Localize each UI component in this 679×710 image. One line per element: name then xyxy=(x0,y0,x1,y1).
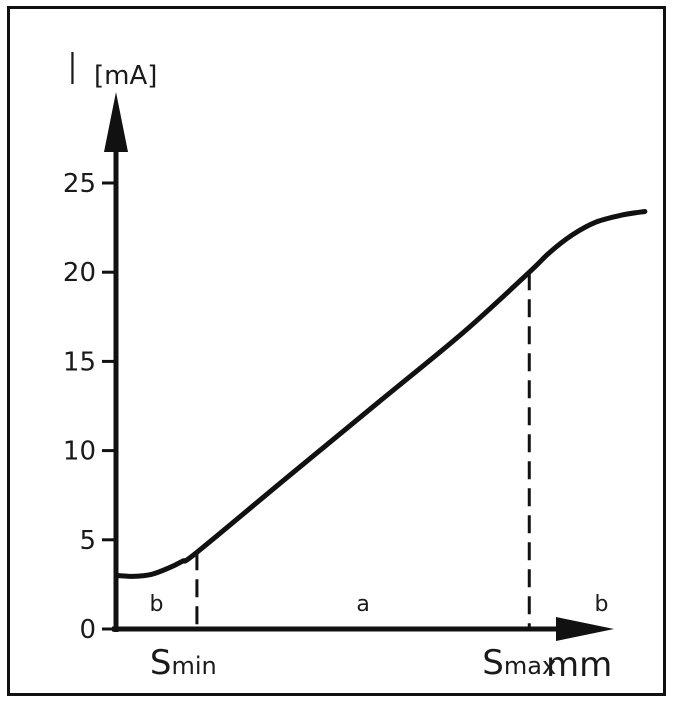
x-axis-title: mm xyxy=(546,645,612,685)
region-label: a xyxy=(356,592,369,617)
series-line xyxy=(113,209,648,579)
y-tick-label: 15 xyxy=(63,347,96,377)
y-axis-arrow xyxy=(104,92,128,152)
y-axis-unit: [mA] xyxy=(94,61,157,91)
x-axis-arrow xyxy=(556,617,614,641)
y-axis-title: I xyxy=(66,44,79,95)
region-label: b xyxy=(595,592,609,617)
y-tick-label: 0 xyxy=(79,615,96,645)
y-tick-label: 25 xyxy=(63,169,96,199)
region-label: b xyxy=(149,592,163,617)
y-tick-label: 20 xyxy=(63,258,96,288)
marker-label: Smax xyxy=(482,643,556,683)
y-tick-label: 10 xyxy=(63,437,96,467)
y-tick-label: 5 xyxy=(79,526,96,556)
marker-label: Smin xyxy=(150,643,217,683)
